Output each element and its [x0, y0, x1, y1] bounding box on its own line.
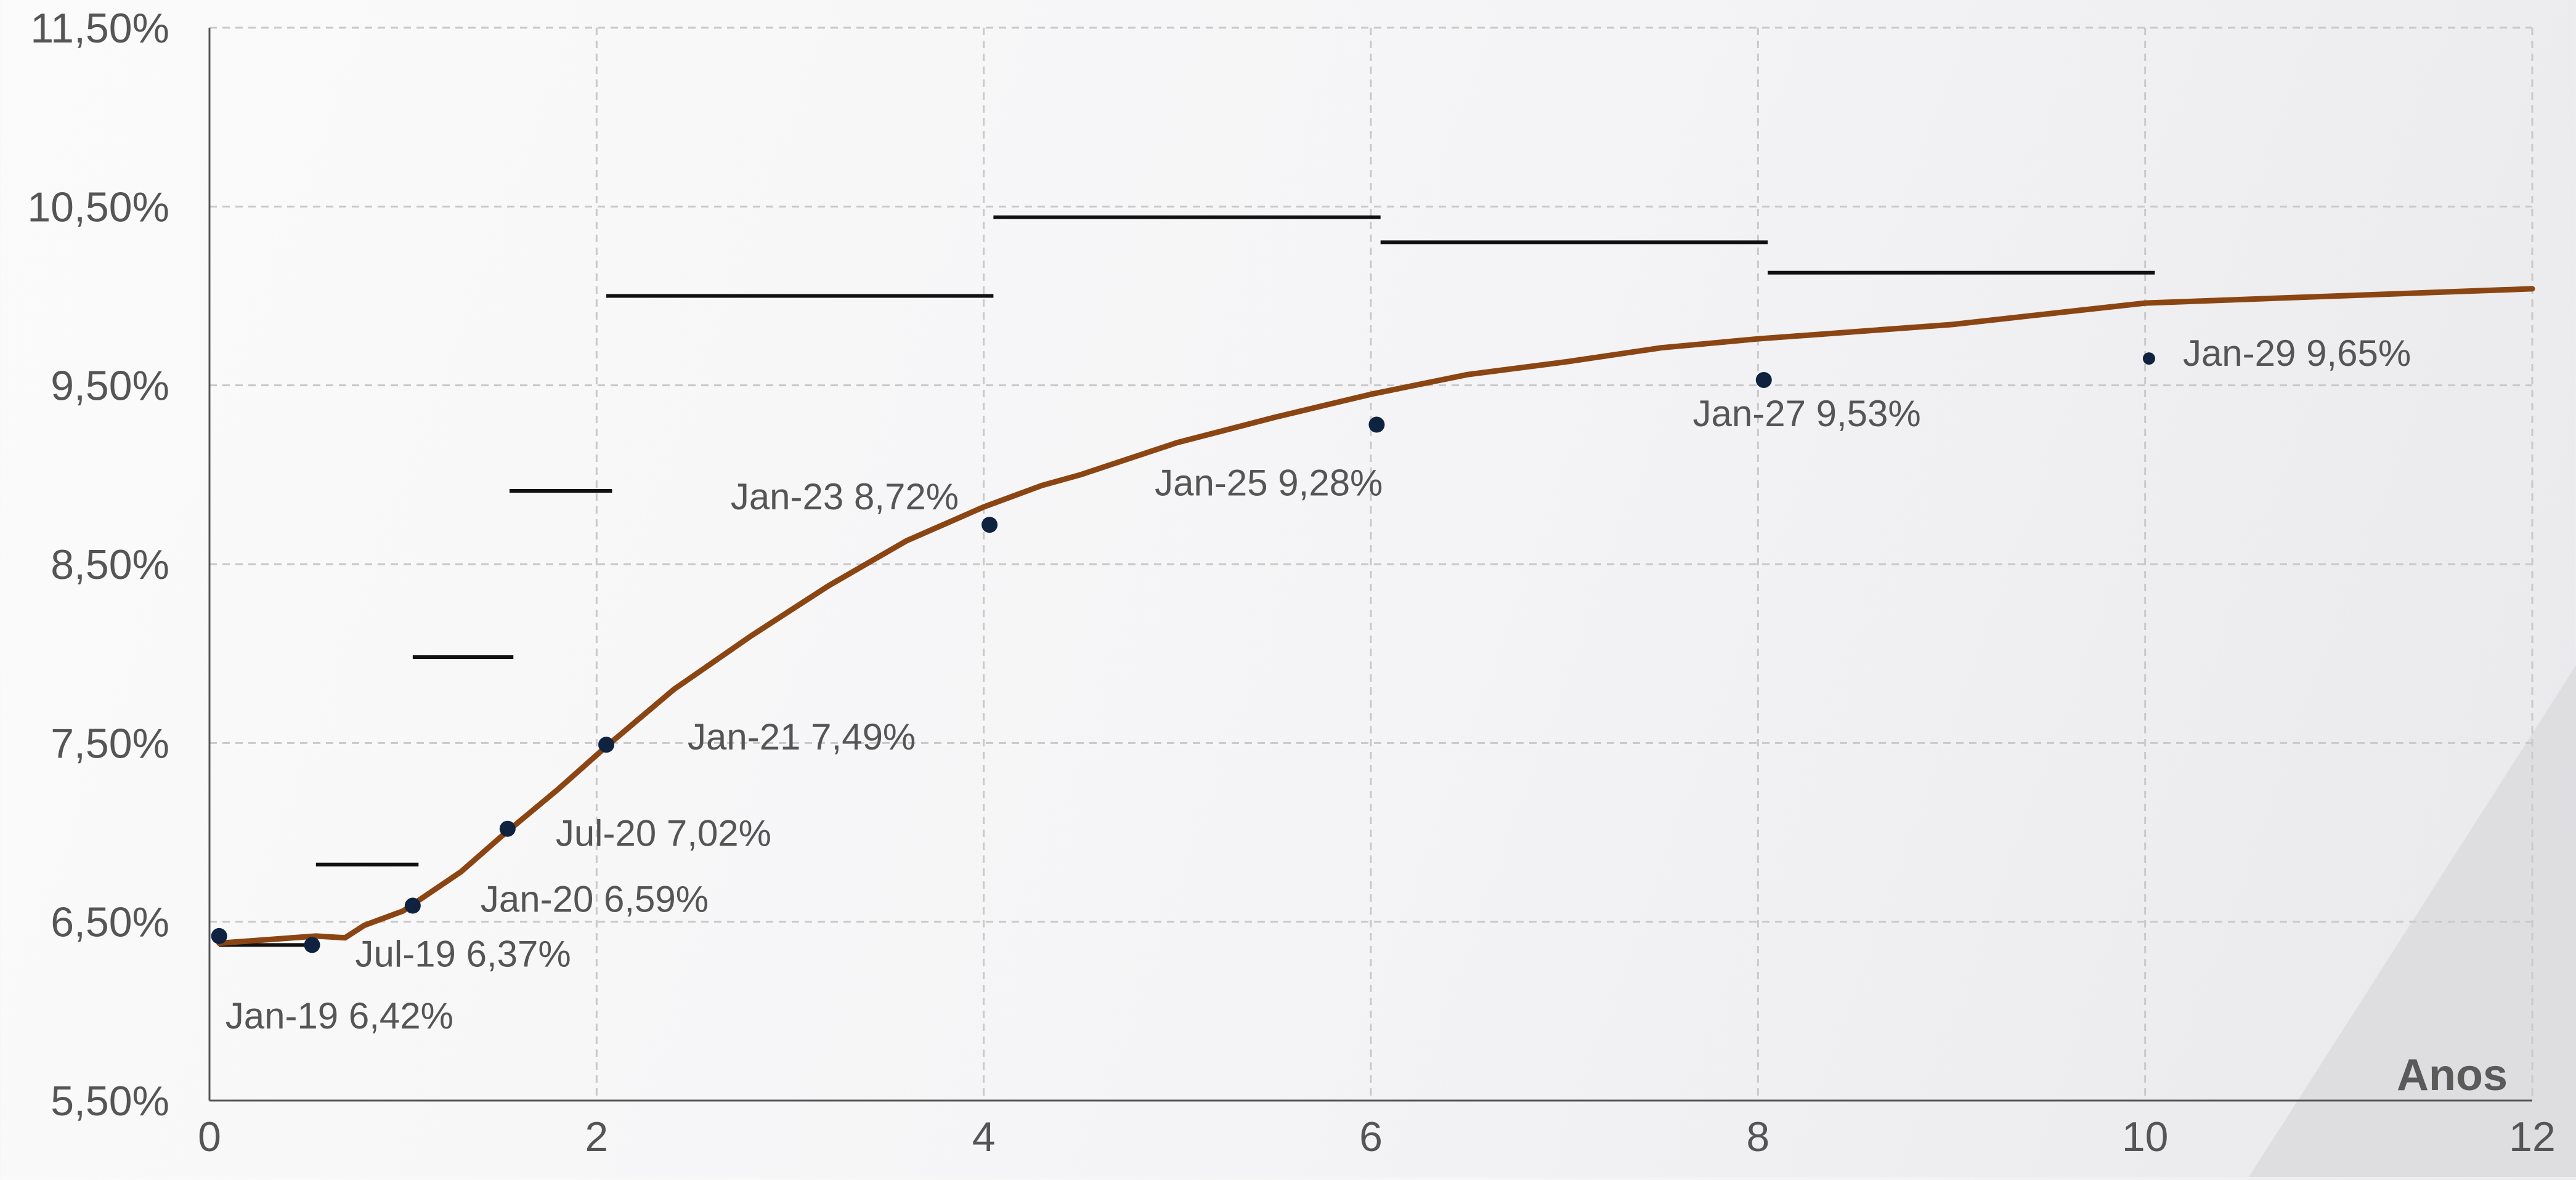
point-label: Jan-27 9,53%: [1692, 393, 1920, 434]
yield-curve-line: [216, 286, 2535, 946]
x-tick-label: 8: [1746, 1113, 1769, 1160]
point-label: Jan-23 8,72%: [731, 476, 959, 517]
y-tick-label: 5,50%: [51, 1078, 169, 1125]
y-tick-label: 8,50%: [51, 541, 169, 588]
y-tick-label: 6,50%: [51, 899, 169, 946]
yield-point: [1368, 416, 1385, 433]
yield-point: [304, 937, 320, 953]
x-tick-label: 6: [1359, 1113, 1383, 1160]
yield-point: [598, 737, 615, 753]
axes: [208, 28, 2532, 1102]
yield-point: [499, 820, 516, 837]
y-tick-label: 7,50%: [51, 720, 169, 767]
yield-points: [211, 352, 2155, 953]
y-tick-label: 9,50%: [51, 363, 169, 410]
x-tick-label: 4: [972, 1113, 996, 1160]
point-label: Jul-20 7,02%: [556, 813, 771, 854]
forward-rate-segments: [219, 215, 2155, 947]
x-tick-label: 0: [198, 1113, 221, 1160]
yield-curve-series: [216, 286, 2535, 946]
yield-point: [2142, 352, 2155, 365]
y-tick-label: 10,50%: [27, 184, 169, 230]
point-label: Jul-19 6,37%: [356, 933, 571, 974]
point-label: Jan-25 9,28%: [1155, 463, 1383, 504]
point-label: Jan-29 9,65%: [2183, 333, 2411, 374]
yield-point: [211, 927, 227, 944]
point-label: Jan-21 7,49%: [688, 716, 916, 758]
grid-lines: [209, 26, 2533, 1101]
y-tick-label: 11,50%: [30, 5, 169, 52]
point-labels: Jan-19 6,42% Jul-19 6,37% Jan-20 6,59% Jul-…: [226, 333, 2411, 1037]
x-axis-title: Anos: [2397, 1051, 2508, 1100]
x-tick-label: 10: [2122, 1113, 2169, 1160]
point-label: Jan-20 6,59%: [481, 879, 709, 920]
tick-labels: 0 2 4 6 8 10 12 5,50% 6,50% 7,50% 8,50% 9,50% 10,50%…: [27, 5, 2555, 1160]
x-tick-label: 2: [585, 1113, 608, 1160]
yield-point: [981, 517, 998, 533]
x-tick-label: 12: [2509, 1113, 2556, 1160]
point-label: Jan-19 6,42%: [226, 995, 453, 1037]
yield-point: [404, 897, 421, 914]
yield-point: [1755, 371, 1772, 388]
